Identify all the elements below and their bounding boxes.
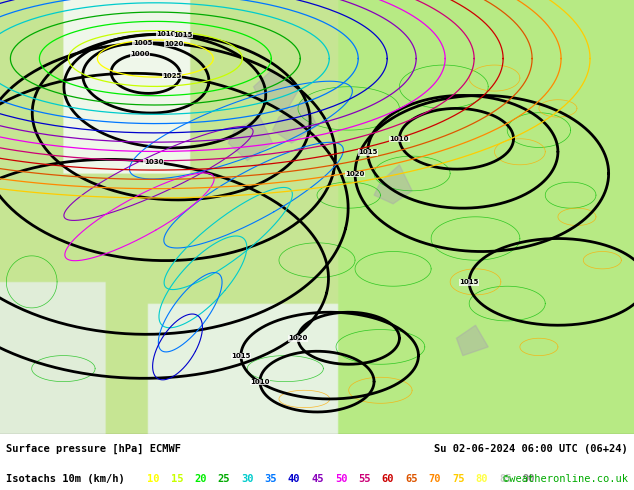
Text: 1015: 1015 bbox=[231, 353, 250, 359]
Text: 55: 55 bbox=[358, 474, 371, 484]
Text: 1025: 1025 bbox=[162, 73, 181, 78]
Text: 15: 15 bbox=[171, 474, 183, 484]
Text: 50: 50 bbox=[335, 474, 347, 484]
Text: 1030: 1030 bbox=[144, 159, 164, 165]
Polygon shape bbox=[374, 165, 412, 204]
Text: 1005: 1005 bbox=[133, 40, 152, 46]
Text: 1000: 1000 bbox=[130, 51, 150, 57]
Text: 1010: 1010 bbox=[157, 31, 176, 37]
Polygon shape bbox=[254, 70, 298, 113]
Polygon shape bbox=[273, 100, 317, 143]
Polygon shape bbox=[228, 117, 273, 160]
Text: 35: 35 bbox=[264, 474, 277, 484]
Text: 1010: 1010 bbox=[390, 136, 409, 142]
Text: 90: 90 bbox=[522, 474, 535, 484]
Text: 65: 65 bbox=[405, 474, 418, 484]
Text: 25: 25 bbox=[217, 474, 230, 484]
Text: 10: 10 bbox=[147, 474, 160, 484]
Text: 1020: 1020 bbox=[346, 171, 365, 177]
Text: 1020: 1020 bbox=[288, 336, 307, 342]
Text: 30: 30 bbox=[241, 474, 254, 484]
Text: 75: 75 bbox=[452, 474, 465, 484]
Text: 45: 45 bbox=[311, 474, 324, 484]
Text: 1010: 1010 bbox=[250, 379, 269, 385]
Text: 1015: 1015 bbox=[460, 279, 479, 285]
Text: 1015: 1015 bbox=[173, 32, 193, 38]
Text: 80: 80 bbox=[476, 474, 488, 484]
Text: 60: 60 bbox=[382, 474, 394, 484]
Text: 1020: 1020 bbox=[165, 41, 184, 47]
Text: Surface pressure [hPa] ECMWF: Surface pressure [hPa] ECMWF bbox=[6, 444, 181, 454]
Text: ©weatheronline.co.uk: ©weatheronline.co.uk bbox=[503, 474, 628, 484]
Text: 1015: 1015 bbox=[358, 149, 377, 155]
Text: 70: 70 bbox=[429, 474, 441, 484]
Text: 85: 85 bbox=[499, 474, 512, 484]
Text: Su 02-06-2024 06:00 UTC (06+24): Su 02-06-2024 06:00 UTC (06+24) bbox=[434, 444, 628, 454]
Text: 20: 20 bbox=[194, 474, 207, 484]
Text: 40: 40 bbox=[288, 474, 301, 484]
Text: Isotachs 10m (km/h): Isotachs 10m (km/h) bbox=[6, 474, 138, 484]
Polygon shape bbox=[456, 325, 488, 356]
